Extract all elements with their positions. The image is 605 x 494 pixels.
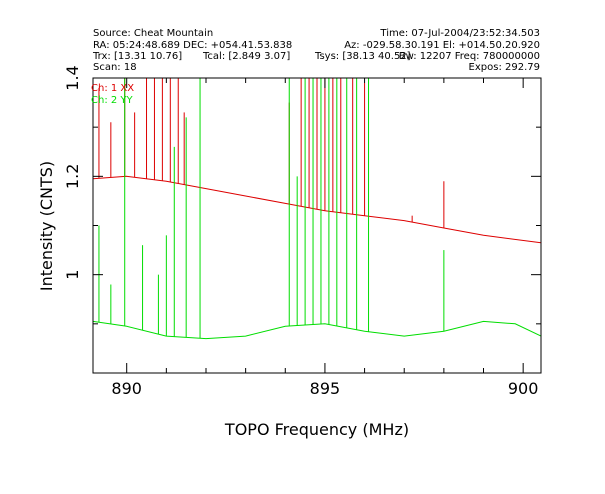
legend-ch1: Ch: 1 XX [91, 83, 134, 94]
header-block: Source: Cheat Mountain Time: 07-Jul-2004… [92, 28, 540, 73]
header-freq: Bw: 12207 Freq: 780000000 [399, 51, 540, 62]
header-azel: Az: -029.58.30.191 El: +014.50.20.920 [344, 40, 540, 51]
tick-layer: 890 895 900 1 1.2 1.4 [63, 65, 541, 398]
header-source: Source: Cheat Mountain [93, 28, 213, 39]
y-tick-label: 1.2 [63, 164, 82, 189]
header-time: Time: 07-Jul-2004/23:52:34.503 [379, 28, 540, 39]
y-tick-label: 1 [63, 270, 82, 280]
x-axis-title: TOPO Frequency (MHz) [224, 420, 409, 439]
y-tick-label: 1.4 [63, 65, 82, 90]
header-radec: RA: 05:24:48.689 DEC: +054.41.53.838 [93, 40, 292, 51]
x-tick-label: 900 [508, 379, 539, 398]
header-tcal: Tcal: [2.849 3.07] [202, 51, 290, 62]
legend-ch2: Ch: 2 YY [91, 95, 134, 106]
header-trx: Trx: [13.31 10.76] [92, 51, 182, 62]
series-layer [93, 78, 541, 340]
legend: Ch: 1 XX Ch: 2 YY [91, 83, 134, 106]
header-scan: Scan: 18 [93, 62, 137, 73]
x-tick-label: 890 [111, 379, 142, 398]
series-2-line [93, 320, 541, 340]
header-expos: Expos: 292.79 [469, 62, 540, 73]
header-tsys: Tsys: [38.13 40.52] [314, 51, 411, 62]
y-axis-title: Intensity (CNTS) [37, 161, 56, 291]
x-tick-label: 895 [310, 379, 341, 398]
